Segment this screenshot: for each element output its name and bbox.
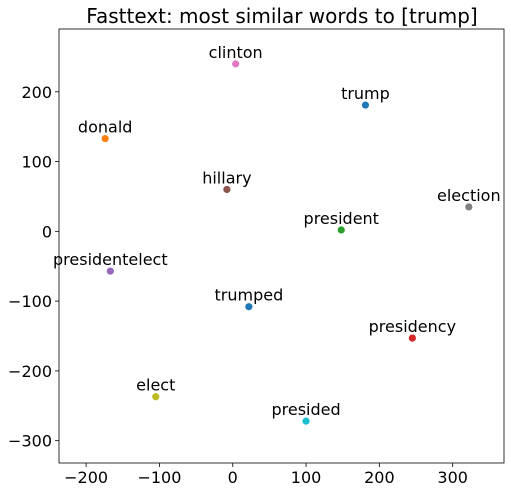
- x-tick-label: 100: [291, 468, 322, 487]
- point-label: donald: [78, 118, 133, 137]
- point-label: clinton: [209, 43, 263, 62]
- x-tick-label: 200: [364, 468, 395, 487]
- point-label: election: [437, 186, 501, 205]
- data-point: [152, 393, 160, 401]
- data-point: [465, 203, 473, 211]
- data-point: [106, 267, 114, 275]
- point-label: presidentelect: [53, 250, 168, 269]
- chart-title: Fasttext: most similar words to [trump]: [86, 4, 477, 28]
- x-tick-label: 300: [437, 468, 468, 487]
- y-tick-label: −100: [8, 292, 52, 311]
- x-tick-label: 0: [228, 468, 238, 487]
- data-point: [408, 334, 416, 342]
- point-label: trumped: [215, 286, 284, 305]
- point-label: trump: [341, 84, 390, 103]
- y-tick-label: −200: [8, 362, 52, 381]
- point-label: hillary: [202, 168, 251, 187]
- y-tick-label: 0: [42, 222, 52, 241]
- data-point: [361, 101, 370, 109]
- data-point: [101, 134, 109, 143]
- x-tick-label: −100: [137, 468, 181, 487]
- axes-frame: [58, 28, 505, 464]
- data-point: [245, 303, 253, 311]
- plot-area: −200 −100 0 100 200 300 200 100 0 −100 −200 −300 cli…: [8, 28, 505, 487]
- y-tick-label: 100: [21, 153, 52, 172]
- y-tick-label: −300: [8, 432, 52, 451]
- point-label: elect: [136, 376, 175, 395]
- x-tick-label: −200: [64, 468, 108, 487]
- data-point: [337, 226, 345, 234]
- data-point: [232, 60, 240, 68]
- data-point: [302, 417, 310, 425]
- point-label: president: [304, 209, 379, 228]
- y-tick-label: 200: [21, 83, 52, 102]
- point-label: presided: [271, 400, 340, 419]
- point-label: presidency: [369, 317, 456, 336]
- data-point: [223, 185, 231, 194]
